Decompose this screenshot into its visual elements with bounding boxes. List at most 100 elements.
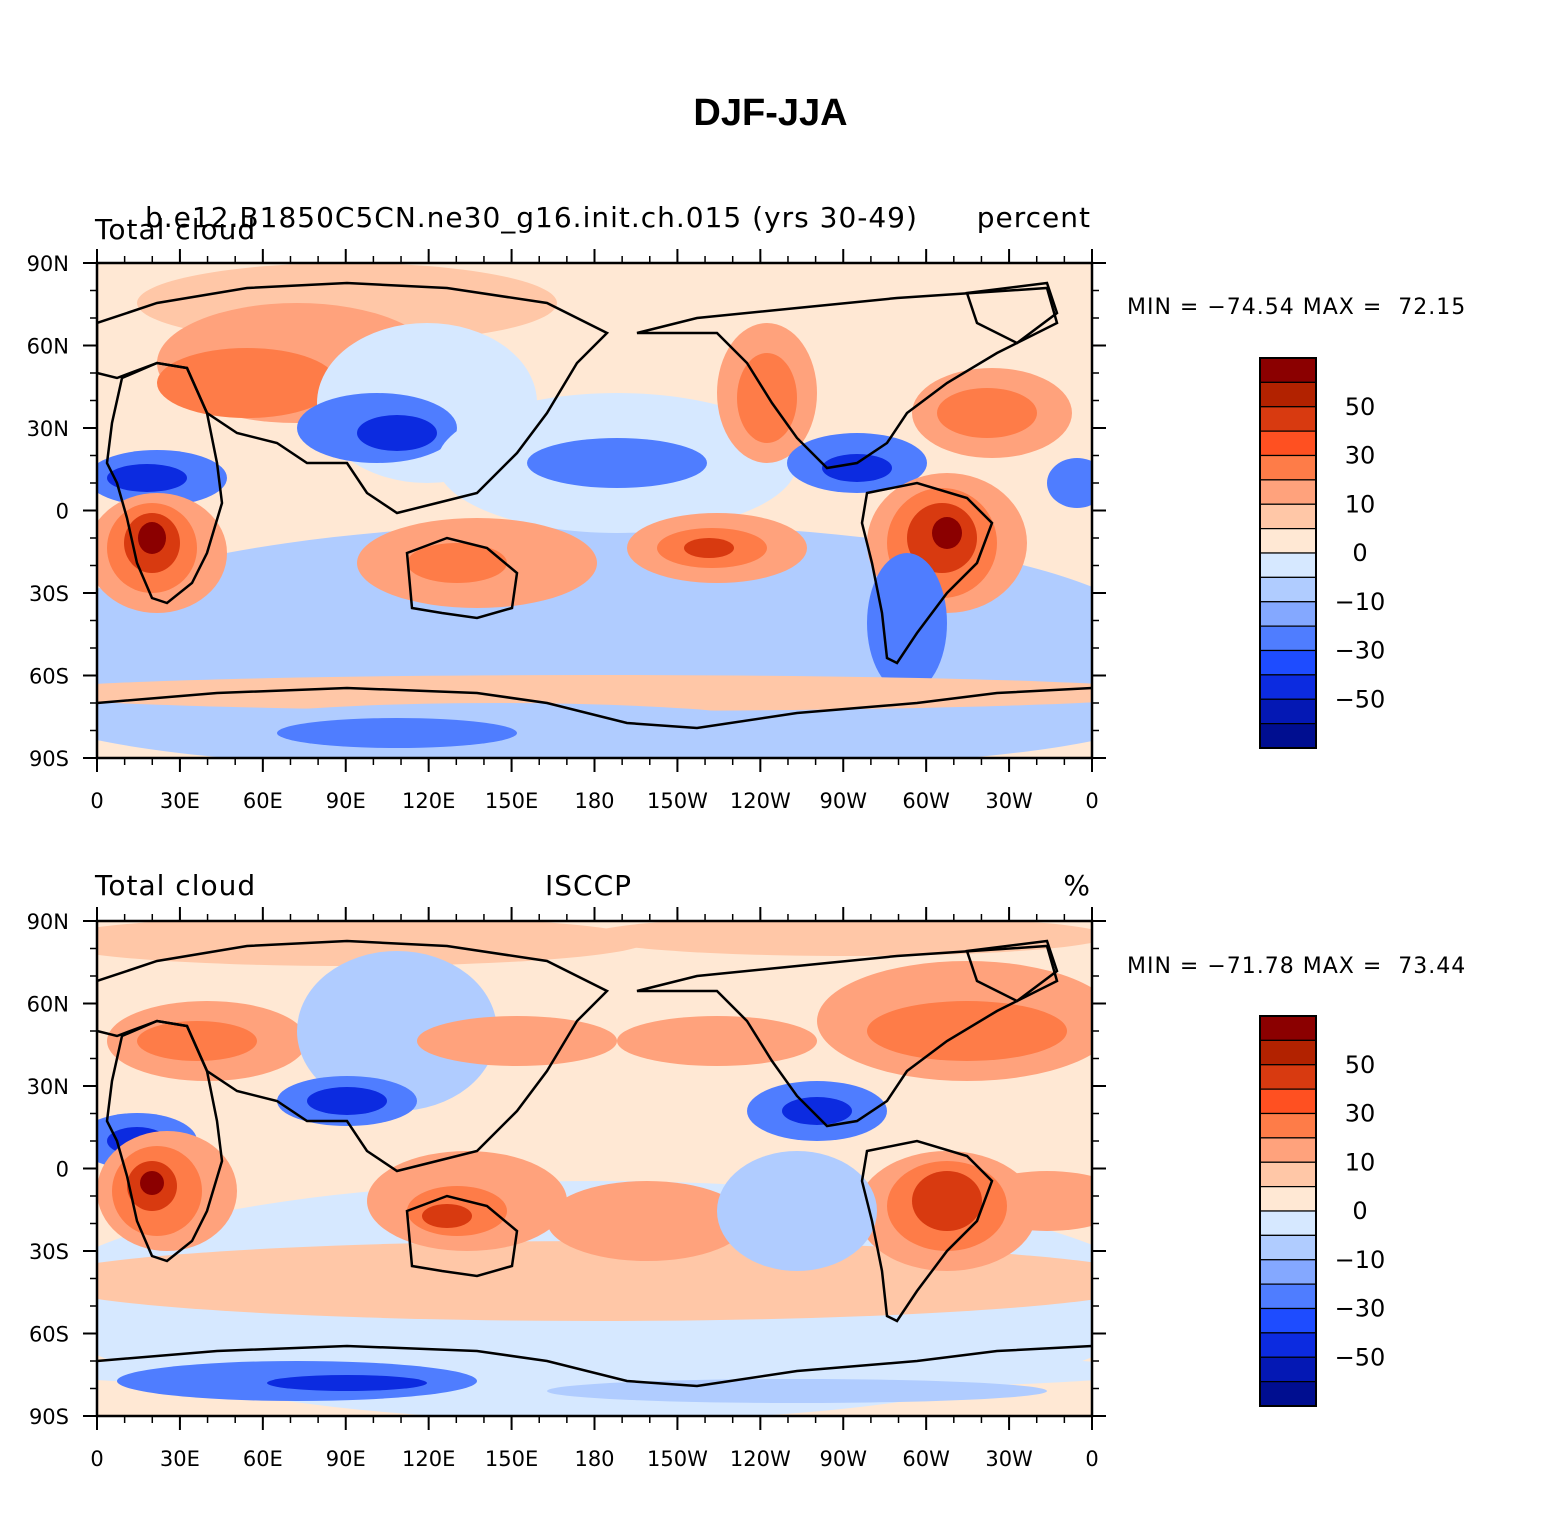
colorbar-swatch [1259, 406, 1317, 432]
lon-tick-label: 120W [730, 789, 791, 813]
colorbar-swatch [1259, 649, 1317, 676]
panel-right-label: percent [976, 201, 1091, 234]
lon-tick-label: 60E [243, 789, 283, 813]
anomaly-region [617, 1016, 817, 1066]
colorbar-label: −10 [1335, 1246, 1386, 1274]
colorbar-label: 30 [1345, 1100, 1376, 1128]
lon-tick-label: 90E [326, 789, 366, 813]
lat-tick-label: 90N [27, 252, 69, 276]
lon-tick-label: 60W [902, 789, 950, 813]
map-plot: 90N 60N 30N 0 30S 60S 90S 0 30E 60E 90E 120E 150E 180… [27, 249, 1106, 813]
anomaly-region [1047, 458, 1092, 508]
colorbar-swatch [1259, 723, 1317, 749]
colorbar-label: 50 [1345, 393, 1376, 421]
lon-tick-label: 150W [647, 1447, 708, 1471]
observation-panel: Total cloud ISCCP % MIN = −71.78 MAX = 7… [0, 843, 1541, 1503]
colorbar-label: −10 [1335, 588, 1386, 616]
colorbar-swatch [1259, 552, 1317, 578]
lat-tick-label: 30N [27, 1075, 69, 1099]
anomaly-region [737, 353, 797, 443]
map-plot: 90N 60N 30N 0 30S 60S 90S 0 30E 60E 90E 120E 150E 180… [27, 907, 1106, 1471]
colorbar-label: −30 [1335, 637, 1386, 665]
anomaly-region [782, 1097, 852, 1125]
lon-tick-label: 60W [902, 1447, 950, 1471]
lon-tick-label: 0 [1085, 789, 1098, 813]
colorbar-swatch [1259, 1381, 1317, 1407]
colorbar-swatch [1259, 1186, 1317, 1212]
lon-tick-label: 30W [985, 1447, 1033, 1471]
colorbar-label: 10 [1345, 490, 1376, 518]
anomaly-field [97, 921, 1092, 1416]
colorbar: 50 30 10 0 −10 −30 −50 [1259, 1015, 1386, 1407]
colorbar-label: 0 [1352, 539, 1367, 567]
figure-title: DJF-JJA [693, 92, 848, 134]
lon-tick-label: 30E [160, 1447, 200, 1471]
lon-tick-label: 180 [574, 789, 614, 813]
colorbar-swatch [1259, 1088, 1317, 1115]
lon-tick-label: 90E [326, 1447, 366, 1471]
colorbar-label: −50 [1335, 685, 1386, 713]
lon-tick-label: 30E [160, 789, 200, 813]
anomaly-region [867, 1001, 1067, 1061]
colorbar-swatch [1259, 381, 1317, 408]
min-max-readout: MIN = −71.78 MAX = 73.44 [1127, 954, 1467, 979]
anomaly-region [932, 517, 962, 549]
colorbar-swatch [1259, 1307, 1317, 1334]
lon-tick-label: 150E [485, 1447, 538, 1471]
min-max-readout: MIN = −74.54 MAX = 72.15 [1127, 295, 1467, 320]
lon-tick-label: 0 [1085, 1447, 1098, 1471]
colorbar-swatch [1259, 625, 1317, 652]
lon-tick-label: 30W [985, 789, 1033, 813]
lon-tick-label: 150W [647, 789, 708, 813]
anomaly-region [157, 348, 337, 418]
lat-tick-label: 0 [56, 1158, 69, 1182]
anomaly-region [407, 543, 507, 583]
lat-tick-label: 90N [27, 910, 69, 934]
colorbar-swatch [1259, 1283, 1317, 1310]
anomaly-region [547, 1379, 1047, 1403]
panel-left-label: Total cloud [95, 213, 257, 246]
anomaly-region [277, 718, 517, 748]
coastline [97, 1344, 1092, 1388]
anomaly-region [417, 1016, 617, 1066]
anomaly-region [97, 675, 1092, 711]
lat-tick-label: 60N [27, 993, 69, 1017]
anomaly-region [267, 1375, 427, 1391]
lon-tick-label: 90W [820, 1447, 868, 1471]
colorbar-swatch [1259, 1210, 1317, 1236]
lat-tick-label: 30N [27, 417, 69, 441]
colorbar-swatch [1259, 430, 1317, 457]
lon-tick-label: 90W [820, 789, 868, 813]
lat-tick-label: 30S [29, 1240, 69, 1264]
anomaly-region [937, 388, 1037, 438]
anomaly-region [297, 951, 497, 1111]
anomaly-region [138, 522, 166, 554]
anomaly-region [107, 464, 187, 492]
panel-right-label: % [1063, 869, 1091, 902]
map-figure: 90N 60N 30N 0 30S 60S 90S 0 30E 60E 90E 120E 150E 180… [27, 249, 1386, 813]
coastline [97, 281, 610, 515]
colorbar-swatch [1259, 357, 1317, 383]
anomaly-region [97, 1241, 1092, 1321]
lat-tick-label: 90S [29, 1405, 69, 1429]
lat-tick-label: 60S [29, 1323, 69, 1347]
lat-tick-label: 30S [29, 582, 69, 606]
anomaly-region [822, 454, 892, 482]
colorbar-swatch [1259, 698, 1317, 725]
anomaly-region [717, 1151, 877, 1271]
colorbar-label: −50 [1335, 1343, 1386, 1371]
lat-tick-label: 0 [56, 500, 69, 524]
anomaly-region [867, 553, 947, 693]
anomaly-region [137, 1021, 257, 1061]
coastline [636, 944, 1059, 1128]
colorbar-swatch [1259, 1137, 1317, 1163]
lon-tick-label: 120E [402, 1447, 455, 1471]
colorbar-swatch [1259, 601, 1317, 627]
lat-tick-label: 60S [29, 665, 69, 689]
colorbar-swatch [1259, 1039, 1317, 1066]
lon-tick-label: 150E [485, 789, 538, 813]
lon-tick-label: 120E [402, 789, 455, 813]
anomaly-region [140, 1171, 164, 1195]
panel-center-label: b.e12.B1850C5CN.ne30_g16.init.ch.015 (yr… [145, 201, 918, 234]
coastline [405, 1194, 519, 1278]
